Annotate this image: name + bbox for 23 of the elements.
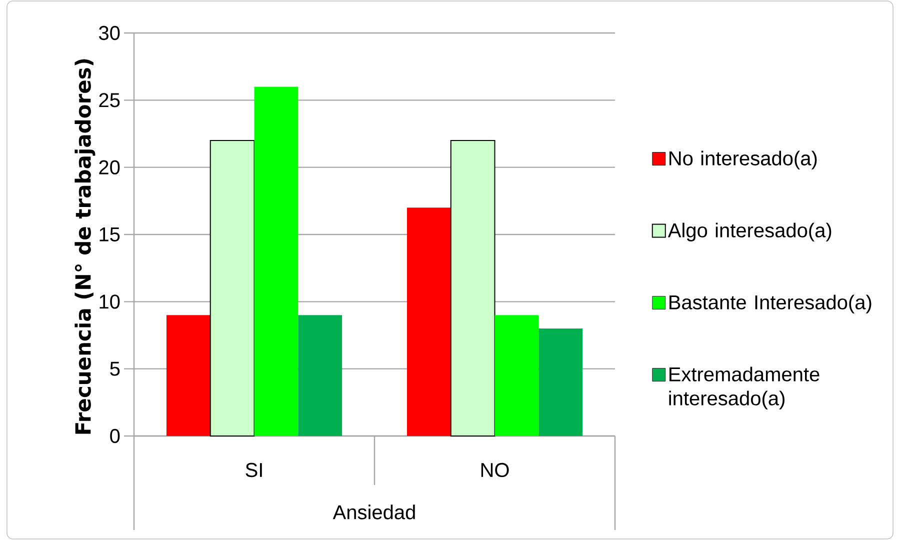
y-tick-label: 10 (100, 294, 120, 309)
bar (210, 140, 255, 436)
legend-label: Extremadamente interesado(a) (669, 366, 820, 410)
bar (538, 328, 583, 436)
legend-label: No interesado(a) (670, 150, 817, 170)
bar (254, 86, 298, 436)
bar (406, 208, 451, 436)
legend-label: Algo interesado(a) (668, 222, 832, 242)
y-tick-label: 30 (98, 26, 120, 40)
x-axis-title: Ansiedad (332, 504, 415, 520)
bar (494, 315, 539, 436)
legend-label: Bastante Interesado(a) (670, 294, 872, 314)
y-tick-label: 15 (100, 228, 120, 242)
x-tick-label: NO (481, 462, 509, 478)
y-tick-label: 5 (110, 362, 120, 376)
bar (298, 315, 342, 436)
bar (450, 140, 496, 436)
y-tick-label: 20 (99, 160, 120, 174)
y-tick-label: 0 (110, 428, 120, 444)
y-tick-label: 25 (99, 93, 120, 108)
x-tick-label: SI (246, 462, 262, 478)
bar (166, 315, 210, 436)
y-axis-title: Frecuencia (N° de trabajadores) (74, 59, 96, 434)
